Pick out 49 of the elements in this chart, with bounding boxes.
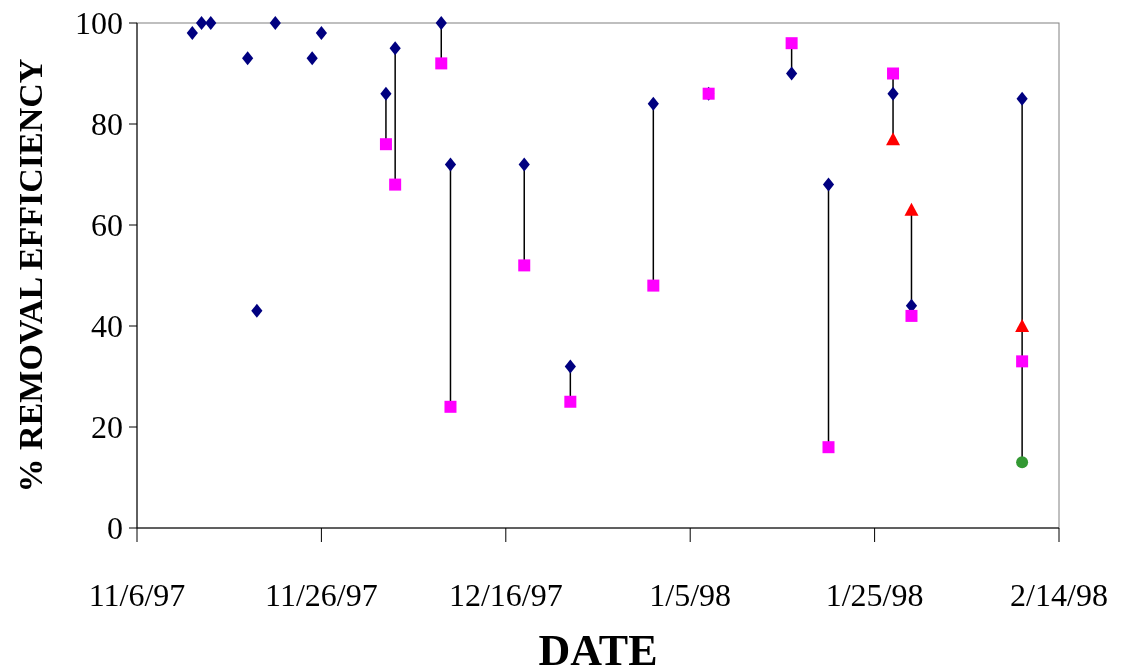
x-axis-title: DATE [538, 626, 658, 671]
point [1015, 319, 1030, 332]
point [435, 16, 447, 30]
point [564, 395, 577, 408]
x-tick-label: 1/25/98 [825, 577, 924, 613]
y-tick-label: 40 [91, 308, 123, 345]
point [886, 132, 901, 146]
point [315, 26, 327, 41]
point [251, 303, 263, 318]
point [904, 202, 919, 216]
point [647, 279, 660, 292]
point [444, 157, 457, 172]
point [435, 57, 448, 70]
point [518, 157, 530, 172]
x-tick-label: 2/14/98 [1010, 577, 1108, 613]
x-tick-label: 12/16/97 [448, 577, 563, 613]
point [195, 16, 208, 30]
point [306, 51, 318, 66]
point [887, 67, 900, 80]
point [786, 66, 798, 81]
point [380, 86, 392, 101]
y-tick-label: 60 [91, 207, 123, 244]
y-tick-label: 80 [91, 106, 123, 143]
point [186, 26, 198, 41]
point [518, 259, 531, 272]
point [205, 16, 217, 30]
point [389, 41, 401, 56]
x-tick-label: 1/5/98 [649, 577, 732, 613]
x-tick-label: 11/6/97 [88, 577, 186, 613]
point [1016, 355, 1029, 368]
point [444, 400, 457, 413]
point [564, 359, 576, 374]
y-tick-label: 100 [75, 5, 123, 42]
point [379, 138, 392, 151]
point [647, 96, 659, 111]
point [905, 309, 918, 322]
point [822, 441, 835, 454]
point [389, 178, 402, 191]
x-tick-label: 11/26/97 [265, 577, 378, 613]
point [242, 51, 254, 66]
point [1016, 91, 1028, 106]
point [1016, 456, 1029, 469]
y-tick-label: 20 [91, 409, 123, 446]
point [887, 86, 899, 101]
point [785, 37, 798, 50]
y-tick-label: 0 [107, 510, 123, 547]
y-axis-title: % REMOVAL EFFICIENCY [12, 58, 49, 493]
point [822, 177, 835, 192]
point [269, 16, 281, 30]
